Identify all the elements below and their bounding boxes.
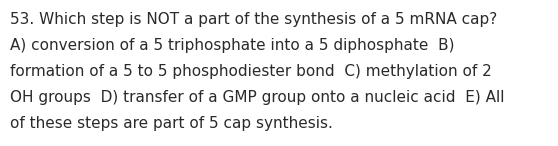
Text: 53. Which step is NOT a part of the synthesis of a 5 mRNA cap?: 53. Which step is NOT a part of the synt… bbox=[10, 12, 497, 27]
Text: A) conversion of a 5 triphosphate into a 5 diphosphate  B): A) conversion of a 5 triphosphate into a… bbox=[10, 38, 455, 53]
Text: of these steps are part of 5 cap synthesis.: of these steps are part of 5 cap synthes… bbox=[10, 116, 333, 131]
Text: formation of a 5 to 5 phosphodiester bond  C) methylation of 2: formation of a 5 to 5 phosphodiester bon… bbox=[10, 64, 492, 79]
Text: OH groups  D) transfer of a GMP group onto a nucleic acid  E) All: OH groups D) transfer of a GMP group ont… bbox=[10, 90, 504, 105]
